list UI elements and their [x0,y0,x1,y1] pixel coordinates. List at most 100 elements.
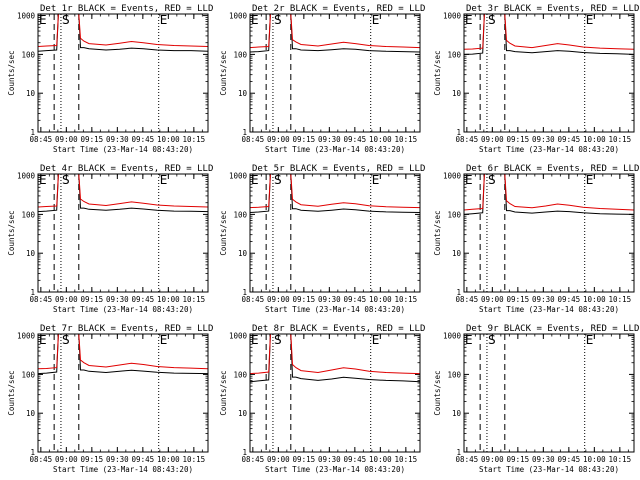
x-tick-label: 09:15 [293,455,316,464]
x-axis-label: Start Time (23-Mar-14 08:43:20) [53,305,193,314]
marker-label-s: S [274,173,282,187]
marker-label-e: E [465,173,473,187]
panel-title: Det 3r BLACK = Events, RED = LLD [466,4,639,14]
y-tick-label: 1000 [443,172,462,181]
x-tick-label: 09:15 [507,295,530,304]
marker-label-s: S [274,333,282,347]
panel-title: Det 8r BLACK = Events, RED = LLD [252,324,425,334]
y-tick-label: 1 [242,128,247,137]
x-tick-label: 10:00 [157,295,180,304]
x-tick-label: 09:45 [132,295,155,304]
marker-label-e: E [160,333,168,347]
x-axis-label: Start Time (23-Mar-14 08:43:20) [479,465,619,474]
marker-label-e: E [465,13,473,27]
lld-series-line [37,173,209,208]
x-tick-label: 09:30 [106,135,129,144]
y-axis-label: Counts/sec [433,50,442,95]
y-tick-label: 1000 [443,12,462,21]
x-tick-label: 09:15 [293,295,316,304]
lld-series-line [249,173,421,209]
y-axis-label: Counts/sec [433,370,442,415]
y-axis-label: Counts/sec [219,50,228,95]
panel-title: Det 1r BLACK = Events, RED = LLD [40,4,213,14]
x-tick-label: 10:00 [583,295,606,304]
x-axis-label: Start Time (23-Mar-14 08:43:20) [479,305,619,314]
marker-label-e: E [251,173,259,187]
marker-label-e: E [160,173,168,187]
x-axis-label: Start Time (23-Mar-14 08:43:20) [265,145,405,154]
x-tick-label: 10:00 [157,135,180,144]
y-tick-label: 100 [233,210,247,219]
marker-label-s: S [488,13,496,27]
y-tick-label: 1 [242,448,247,457]
x-tick-label: 09:00 [481,135,504,144]
y-tick-label: 1000 [17,172,36,181]
y-tick-label: 10 [26,409,36,418]
x-tick-label: 09:30 [532,295,555,304]
x-tick-label: 08:45 [242,295,265,304]
x-tick-label: 09:30 [106,455,129,464]
x-tick-label: 09:30 [532,455,555,464]
y-tick-label: 1000 [17,332,36,341]
y-tick-label: 1000 [17,12,36,21]
panel-title: Det 7r BLACK = Events, RED = LLD [40,324,213,334]
y-tick-label: 1 [456,288,461,297]
y-axis-label: Counts/sec [7,210,16,255]
x-tick-label: 08:45 [456,135,479,144]
x-tick-label: 08:45 [30,455,53,464]
x-tick-label: 09:00 [267,135,290,144]
y-axis-label: Counts/sec [7,50,16,95]
plot-frame [463,13,635,133]
x-tick-label: 09:15 [81,135,104,144]
x-tick-label: 08:45 [30,135,53,144]
x-tick-label: 09:30 [106,295,129,304]
y-tick-label: 1000 [229,172,248,181]
x-tick-label: 09:45 [344,455,367,464]
marker-label-e: E [465,333,473,347]
x-tick-label: 10:15 [183,455,206,464]
y-tick-label: 1 [30,448,35,457]
plot-frame [463,173,635,293]
x-tick-label: 09:00 [267,295,290,304]
x-tick-label: 09:15 [507,135,530,144]
x-tick-label: 10:00 [369,295,392,304]
y-tick-label: 100 [21,210,35,219]
y-tick-label: 10 [452,249,462,258]
x-tick-label: 09:30 [318,135,341,144]
panel-det-6r: Det 6r BLACK = Events, RED = LLD Counts/s… [433,164,639,314]
y-axis-label: Counts/sec [433,210,442,255]
x-tick-label: 10:15 [609,455,632,464]
y-tick-label: 10 [26,249,36,258]
marker-label-e: E [251,13,259,27]
x-tick-label: 08:45 [456,455,479,464]
x-tick-label: 09:30 [318,455,341,464]
y-tick-label: 100 [233,370,247,379]
x-tick-label: 10:15 [183,295,206,304]
panel-det-9r: Det 9r BLACK = Events, RED = LLD Counts/s… [433,324,639,474]
x-tick-label: 09:00 [481,295,504,304]
y-axis-label: Counts/sec [7,370,16,415]
x-tick-label: 09:45 [132,135,155,144]
x-axis-label: Start Time (23-Mar-14 08:43:20) [53,465,193,474]
y-tick-label: 1 [456,128,461,137]
marker-label-e: E [39,13,47,27]
y-tick-label: 10 [238,409,248,418]
x-tick-label: 09:00 [267,455,290,464]
x-axis-label: Start Time (23-Mar-14 08:43:20) [265,305,405,314]
panel-title: Det 4r BLACK = Events, RED = LLD [40,164,213,174]
y-tick-label: 100 [447,210,461,219]
y-tick-label: 1000 [443,332,462,341]
x-tick-label: 10:00 [157,455,180,464]
marker-label-e: E [39,333,47,347]
x-tick-label: 09:00 [55,295,78,304]
x-tick-label: 10:00 [583,455,606,464]
marker-label-e: E [586,333,594,347]
y-tick-label: 10 [452,409,462,418]
panel-title: Det 2r BLACK = Events, RED = LLD [252,4,425,14]
panel-det-2r: Det 2r BLACK = Events, RED = LLD Counts/s… [219,4,425,154]
lld-series-line [249,13,421,49]
marker-label-s: S [62,173,70,187]
x-tick-label: 10:15 [395,455,418,464]
y-tick-label: 1000 [229,12,248,21]
